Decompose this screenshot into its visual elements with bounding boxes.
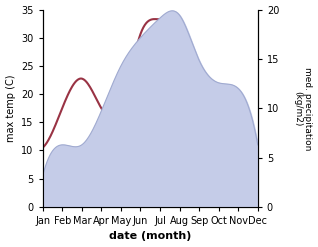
Y-axis label: max temp (C): max temp (C) — [5, 74, 16, 142]
Y-axis label: med. precipitation
(kg/m2): med. precipitation (kg/m2) — [293, 66, 313, 150]
X-axis label: date (month): date (month) — [109, 231, 191, 242]
